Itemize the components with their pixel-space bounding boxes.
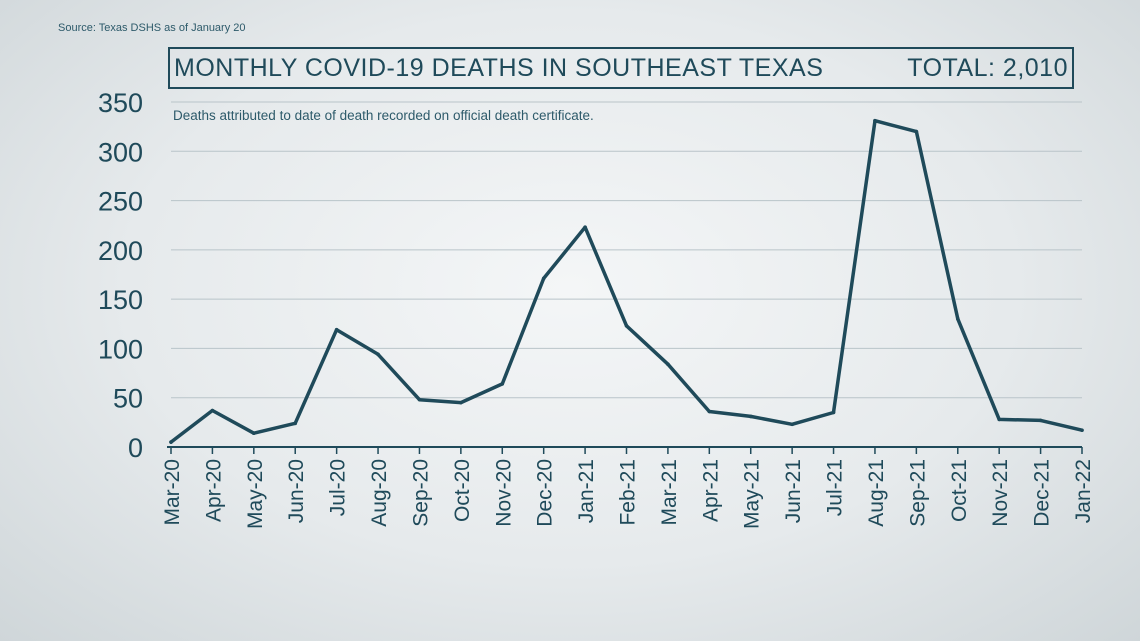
y-tick-label: 250	[98, 187, 143, 217]
data-point	[748, 414, 753, 419]
x-tick-label: Jun-21	[782, 459, 805, 523]
x-tick-label: Jul-20	[327, 459, 350, 516]
series-group	[169, 118, 1084, 444]
x-tick-label: Feb-21	[617, 459, 640, 526]
x-tick-label: Jan-21	[575, 459, 598, 523]
data-point	[500, 382, 505, 386]
x-tick-label: Sep-21	[906, 459, 929, 527]
data-point	[334, 327, 339, 332]
x-tick-label: Apr-21	[699, 459, 722, 522]
series-line-0	[169, 118, 1084, 444]
grid-lines	[167, 101, 1082, 448]
data-point	[541, 276, 546, 281]
x-tick-label: May-20	[244, 459, 267, 529]
data-point	[707, 409, 712, 414]
data-point	[252, 431, 256, 436]
x-tick-label: Oct-20	[451, 459, 474, 522]
data-point	[376, 352, 380, 357]
chart-title-box: MONTHLY COVID-19 DEATHS IN SOUTHEAST TEX…	[168, 47, 1074, 89]
x-tick-label: Jun-20	[285, 459, 308, 523]
x-tick-label: Oct-21	[948, 459, 971, 522]
y-tick-label: 200	[98, 236, 143, 266]
total-label: TOTAL: 2,010	[907, 53, 1068, 82]
data-point	[831, 410, 836, 415]
data-point	[417, 397, 422, 402]
data-point	[210, 408, 215, 413]
x-tick-label: Nov-21	[989, 459, 1012, 527]
y-axis-ticks: 0 50 100 150 200 250 300 350	[98, 88, 143, 463]
y-tick-label: 0	[128, 433, 143, 463]
data-point	[997, 417, 1001, 422]
y-tick-label: 50	[113, 384, 143, 414]
chart-title: MONTHLY COVID-19 DEATHS IN SOUTHEAST TEX…	[174, 53, 824, 82]
x-tick-label: Dec-21	[1031, 459, 1054, 527]
data-point	[790, 422, 794, 427]
x-tick-label: Nov-20	[492, 459, 515, 527]
data-point	[914, 129, 919, 134]
y-tick-label: 100	[98, 334, 143, 364]
x-tick-label: May-21	[741, 459, 764, 529]
x-tick-label: Dec-20	[534, 459, 557, 527]
data-point	[293, 421, 298, 426]
chart-subtitle: Deaths attributed to date of death recor…	[173, 108, 594, 123]
x-tick-label: Aug-21	[865, 459, 888, 527]
y-tick-label: 350	[98, 88, 143, 118]
data-point	[169, 440, 173, 444]
data-point	[666, 362, 670, 367]
source-note: Source: Texas DSHS as of January 20	[58, 22, 246, 34]
data-point	[459, 400, 463, 405]
x-tick-label: Jan-22	[1072, 459, 1095, 523]
data-point	[1038, 418, 1043, 423]
data-point	[583, 225, 587, 229]
x-tick-label: Mar-20	[161, 459, 184, 526]
y-tick-label: 300	[98, 137, 143, 167]
x-tick-label: Sep-20	[409, 459, 432, 527]
x-axis-ticks: Mar-20 Apr-20 May-20 Jun-20 Jul-20 Aug-20 Sep-…	[161, 447, 1095, 529]
data-point	[1080, 428, 1084, 433]
y-tick-label: 150	[98, 285, 143, 315]
x-tick-label: Apr-20	[202, 459, 225, 522]
data-point	[955, 317, 960, 321]
x-tick-label: Jul-21	[824, 459, 847, 516]
data-point	[873, 118, 877, 123]
data-point	[624, 323, 629, 328]
x-tick-label: Aug-20	[368, 459, 391, 527]
x-tick-label: Mar-21	[658, 459, 681, 526]
